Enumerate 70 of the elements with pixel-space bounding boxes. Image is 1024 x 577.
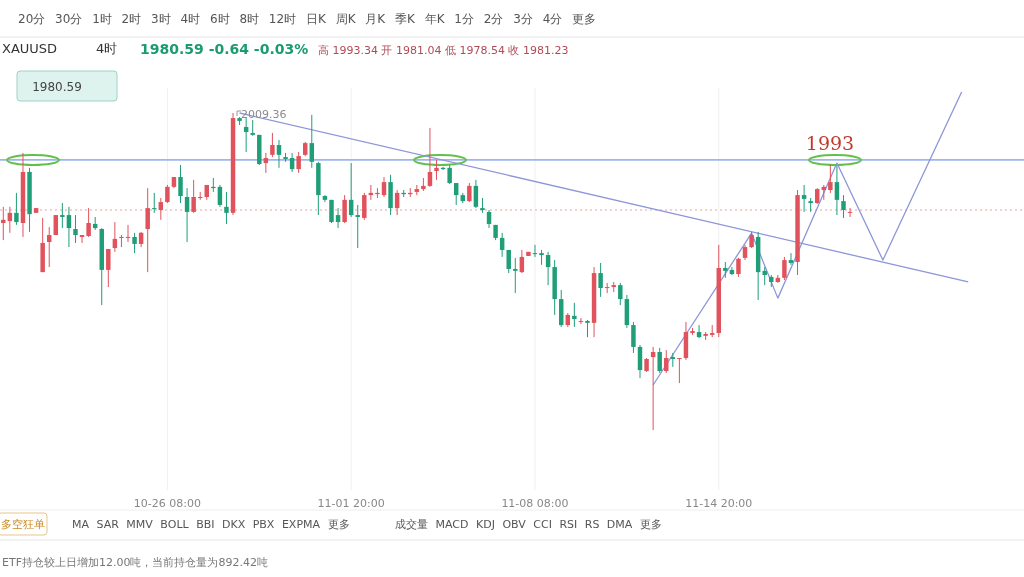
candlestick [841, 194, 846, 219]
candlestick [434, 159, 439, 181]
candlestick [578, 317, 584, 325]
candlestick [801, 184, 807, 213]
candlestick [309, 114, 315, 169]
candlestick [342, 194, 347, 224]
candlestick [184, 187, 190, 243]
candlestick [276, 139, 282, 169]
candlestick [604, 282, 610, 294]
candlestick [145, 187, 150, 273]
candlestick [427, 127, 433, 188]
text: MA SAR MMV BOLL BBI DKX PBX EXPMA 更多 [72, 518, 350, 531]
candlestick [119, 234, 124, 248]
text: ETF持仓较上日增加12.00吨，当前持仓量为892.42吨 [2, 556, 268, 569]
candlestick [158, 197, 164, 221]
candlestick [335, 207, 341, 229]
candlestick [532, 244, 538, 258]
candlestick [788, 252, 794, 266]
candlestick [677, 357, 682, 384]
chart-subtitle: 4时 [96, 41, 118, 56]
candlestick [631, 321, 636, 354]
annotation: 2009.36 [241, 108, 287, 121]
candlestick [355, 204, 360, 249]
text: 高 1993.34 开 1981.04 低 1978.54 收 1981.23 [318, 44, 569, 57]
candlestick [165, 184, 170, 204]
candlestick [572, 302, 577, 328]
x-tick-label: 11-01 20:00 [317, 497, 385, 510]
candlestick [47, 226, 52, 268]
candlestick [362, 192, 367, 221]
candlestick [106, 248, 111, 288]
candlestick [657, 347, 662, 374]
x-tick-label: 10-26 08:00 [133, 497, 201, 510]
text: 1980.59 [32, 80, 82, 94]
annotation: 1993 [805, 132, 855, 154]
x-tick-label: 11-08 08:00 [501, 497, 569, 510]
candlestick [14, 192, 19, 226]
candlestick [618, 282, 623, 306]
candlestick [834, 165, 840, 216]
candlestick [828, 164, 833, 194]
candlestick [736, 257, 741, 278]
candlestick [782, 256, 787, 281]
candlestick [473, 179, 479, 209]
candlestick [224, 191, 229, 225]
candlestick [447, 164, 452, 185]
candlestick [152, 192, 157, 214]
candlestick [513, 257, 518, 294]
candlestick [86, 207, 91, 238]
chart-title: XAUUSD [2, 41, 58, 56]
candlestick [60, 202, 65, 229]
text: 多空狂单 [1, 518, 45, 531]
text: 成交量 MACD KDJ OBV CCI RSI RS DMA 更多 [395, 518, 662, 531]
x-tick-label: 11-14 20:00 [685, 497, 753, 510]
text: 20分 30分 1时 2时 3时 4时 6时 8时 12时 日K 周K 月K 季K 年K 1分 2分 3分 4分 更多 [18, 12, 597, 26]
candlestick [66, 206, 72, 248]
candlestick [1, 206, 6, 241]
candlestick [762, 266, 767, 286]
text: 1980.59 -0.64 -0.03% [140, 41, 309, 57]
candlestick [598, 262, 603, 298]
candlestick [296, 151, 301, 174]
candlestick [132, 232, 137, 254]
candlestick [125, 224, 131, 243]
candlestick [381, 176, 387, 198]
candlestick [178, 164, 183, 204]
candlestick [191, 179, 196, 214]
candlestick [847, 207, 853, 218]
candlestick [467, 182, 472, 203]
candlestick [270, 132, 275, 158]
candlestick [73, 214, 78, 244]
candlestick [664, 349, 669, 374]
candlestick [79, 234, 85, 244]
